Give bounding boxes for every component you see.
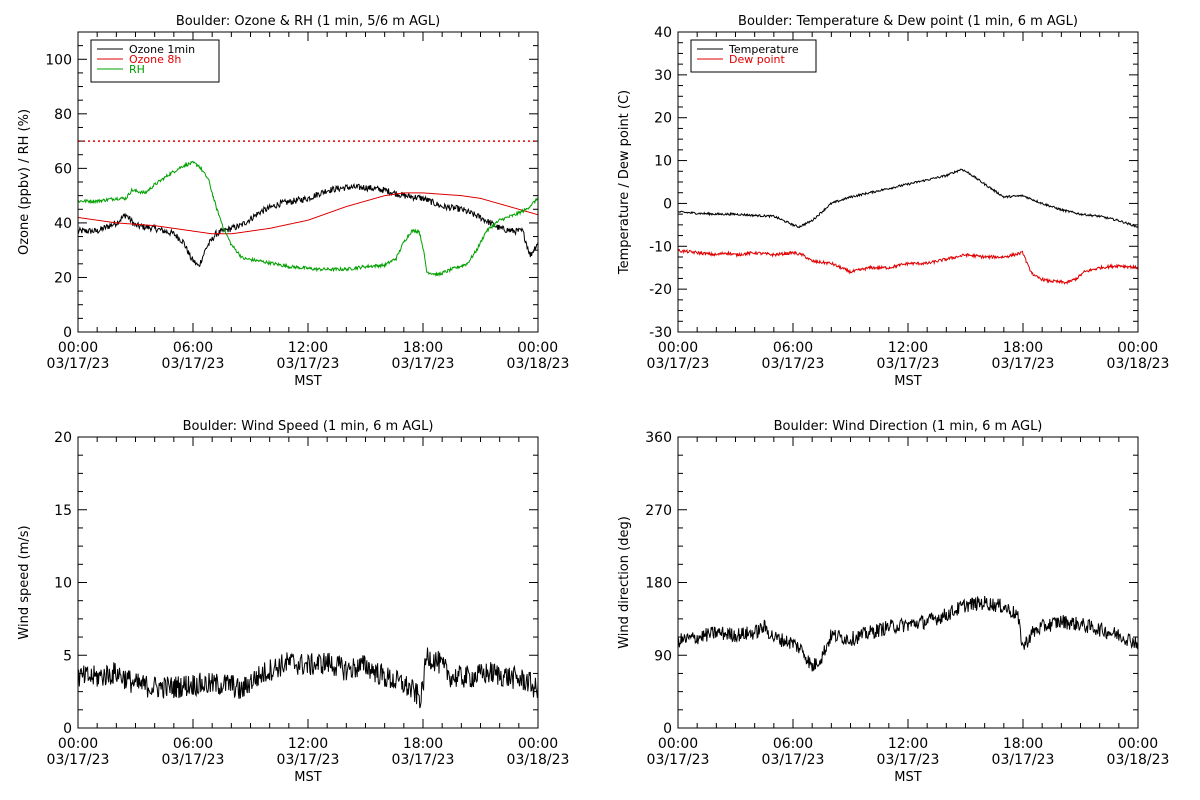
chart-title: Boulder: Temperature & Dew point (1 min,…: [738, 14, 1078, 29]
chart-title: Boulder: Ozone & RH (1 min, 5/6 m AGL): [176, 14, 440, 29]
y-tick-label: 15: [54, 503, 72, 519]
x-tick-label: 06:00 03/17/23: [162, 736, 225, 768]
series-line-rh: [78, 160, 538, 278]
legend-label: Temperature: [728, 43, 799, 56]
series-line-0: [678, 595, 1138, 672]
x-tick-label: 00:00 03/17/23: [47, 340, 110, 372]
y-tick-label: 20: [654, 111, 672, 127]
y-tick-label: 5: [63, 648, 72, 664]
legend-label: Ozone 8h: [129, 53, 181, 66]
x-tick-label: 06:00 03/17/23: [162, 340, 225, 372]
chart-panel-0: Boulder: Ozone & RH (1 min, 5/6 m AGL) Oz…: [17, 14, 569, 389]
y-tick-label: 0: [663, 196, 672, 212]
y-tick-label: 100: [45, 52, 72, 68]
series-line-temperature: [678, 168, 1138, 229]
x-tick-label: 00:00 03/17/23: [47, 736, 110, 768]
x-axis-label: MST: [294, 374, 321, 389]
chart-panel-1: Boulder: Temperature & Dew point (1 min,…: [617, 14, 1169, 389]
legend-label: RH: [129, 63, 145, 76]
x-tick-label: 00:00 03/17/23: [647, 340, 710, 372]
y-axis-label: Wind speed (m/s): [17, 525, 32, 639]
chart-panel-3: Boulder: Wind Direction (1 min, 6 m AGL)…: [617, 419, 1169, 785]
y-tick-label: 180: [645, 576, 672, 592]
plot-frame: [677, 436, 1139, 729]
x-tick-label: 18:00 03/17/23: [992, 736, 1055, 768]
y-tick-label: 0: [63, 325, 72, 341]
y-tick-label: 10: [654, 154, 672, 170]
chart-title: Boulder: Wind Speed (1 min, 6 m AGL): [183, 419, 434, 434]
plot-frame: [77, 436, 539, 729]
legend-box: [690, 39, 817, 73]
x-tick-label: 00:00 03/18/23: [1107, 736, 1170, 768]
y-tick-label: 40: [654, 25, 672, 41]
legend-box: [90, 39, 220, 83]
legend-label: Ozone 1min: [129, 43, 195, 56]
series-line-ozone-1min: [78, 183, 538, 268]
x-axis-label: MST: [894, 374, 921, 389]
x-tick-label: 12:00 03/17/23: [277, 340, 340, 372]
y-tick-label: 0: [663, 721, 672, 737]
x-tick-label: 06:00 03/17/23: [762, 736, 825, 768]
x-tick-label: 12:00 03/17/23: [277, 736, 340, 768]
y-tick-label: 20: [54, 270, 72, 286]
x-tick-label: 18:00 03/17/23: [992, 340, 1055, 372]
y-tick-label: 0: [63, 721, 72, 737]
y-tick-label: 360: [645, 430, 672, 446]
series-line-0: [78, 647, 538, 709]
series-line-ozone-8h: [78, 192, 538, 235]
y-tick-label: -20: [649, 282, 672, 298]
y-axis-label: Ozone (ppbv) / RH (%): [17, 109, 32, 255]
x-tick-label: 12:00 03/17/23: [877, 736, 940, 768]
y-tick-label: 30: [654, 68, 672, 84]
y-tick-label: 20: [54, 430, 72, 446]
y-tick-label: 60: [54, 161, 72, 177]
plot-frame: [677, 31, 1139, 333]
x-tick-label: 00:00 03/17/23: [647, 736, 710, 768]
x-tick-label: 12:00 03/17/23: [877, 340, 940, 372]
y-axis-label: Wind direction (deg): [617, 516, 632, 649]
x-axis-label: MST: [894, 770, 921, 785]
x-tick-label: 06:00 03/17/23: [762, 340, 825, 372]
x-axis-label: MST: [294, 770, 321, 785]
x-tick-label: 00:00 03/18/23: [507, 736, 570, 768]
x-tick-label: 00:00 03/18/23: [507, 340, 570, 372]
plot-frame: [77, 31, 539, 333]
chart-title: Boulder: Wind Direction (1 min, 6 m AGL): [774, 419, 1043, 434]
chart-panel-2: Boulder: Wind Speed (1 min, 6 m AGL) Wind…: [17, 419, 569, 785]
x-tick-label: 18:00 03/17/23: [392, 736, 455, 768]
y-tick-label: 80: [54, 107, 72, 123]
y-axis-label: Temperature / Dew point (C): [617, 90, 632, 275]
x-tick-label: 18:00 03/17/23: [392, 340, 455, 372]
series-line-dew-point: [678, 248, 1138, 285]
legend-label: Dew point: [729, 53, 785, 66]
y-tick-label: 270: [645, 503, 672, 519]
y-tick-label: 40: [54, 216, 72, 232]
y-tick-label: 90: [654, 648, 672, 664]
y-tick-label: -10: [649, 239, 672, 255]
x-tick-label: 00:00 03/18/23: [1107, 340, 1170, 372]
y-tick-label: 10: [54, 576, 72, 592]
y-tick-label: -30: [649, 325, 672, 341]
